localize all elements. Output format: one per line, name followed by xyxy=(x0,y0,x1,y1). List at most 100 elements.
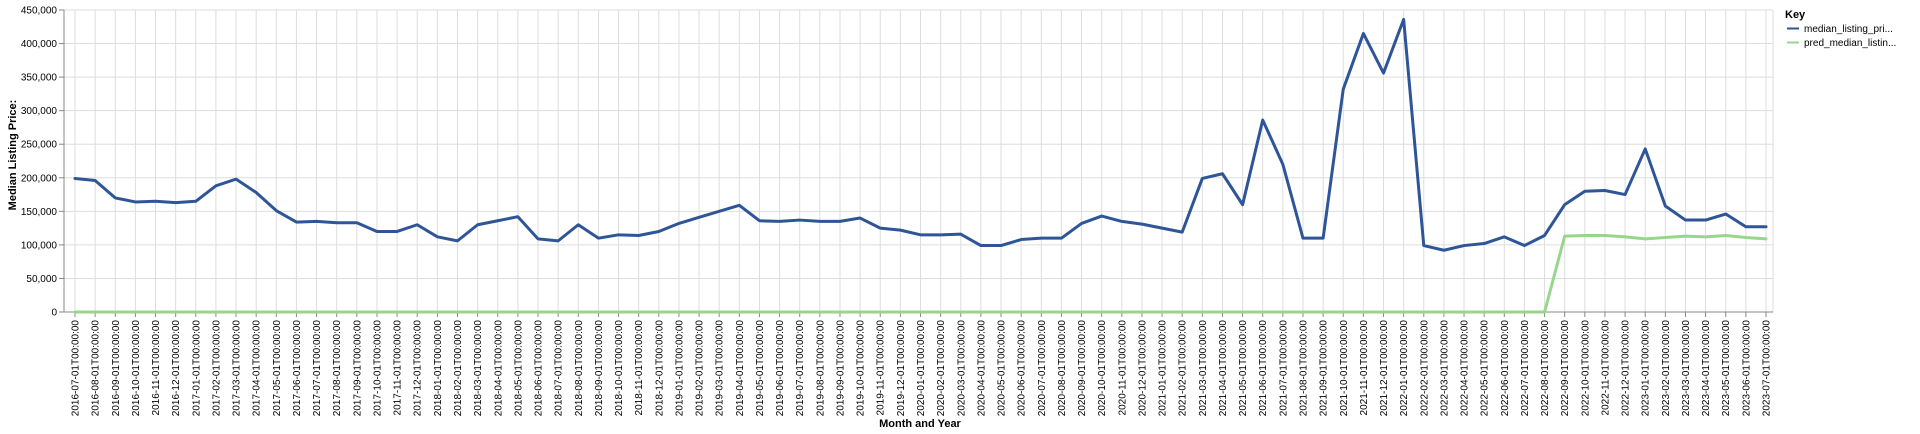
x-axis: 2016-07-01T00:00:00 2016-08-01T00:00:00 20… xyxy=(64,311,1773,417)
x-tick-label: 2018-04-01T00:00:00 xyxy=(493,320,504,417)
x-tick-label: 2018-11-01T00:00:00 xyxy=(634,320,645,416)
x-tick-label: 2016-09-01T00:00:00 xyxy=(111,320,122,417)
x-tick-label: 2020-07-01T00:00:00 xyxy=(1037,320,1048,417)
x-tick-label: 2020-01-01T00:00:00 xyxy=(916,320,927,417)
legend-label: median_listing_pri... xyxy=(1804,24,1893,35)
x-tick-label: 2020-10-01T00:00:00 xyxy=(1097,320,1108,417)
x-tick-label: 2016-12-01T00:00:00 xyxy=(171,320,182,417)
x-tick-label: 2020-12-01T00:00:00 xyxy=(1137,320,1148,417)
x-tick-label: 2022-12-01T00:00:00 xyxy=(1621,320,1632,417)
y-tick-label: 150,000 xyxy=(21,207,58,218)
x-tick-label: 2018-10-01T00:00:00 xyxy=(614,320,625,417)
x-tick-label: 2021-10-01T00:00:00 xyxy=(1339,320,1350,417)
legend-title: Key xyxy=(1785,9,1806,21)
x-tick-label: 2017-02-01T00:00:00 xyxy=(211,320,222,417)
x-tick-label: 2020-09-01T00:00:00 xyxy=(1077,320,1088,417)
x-tick-label: 2017-01-01T00:00:00 xyxy=(191,320,202,417)
x-tick-label: 2023-02-01T00:00:00 xyxy=(1661,320,1672,417)
x-tick-label: 2022-11-01T00:00:00 xyxy=(1600,320,1611,416)
series-line-pred-median-listin xyxy=(73,233,1768,314)
x-tick-label: 2021-01-01T00:00:00 xyxy=(1158,320,1169,417)
y-axis: 0 50,000 100,000 150,000 200,000 250,000 300,0… xyxy=(21,6,65,319)
x-tick-label: 2022-02-01T00:00:00 xyxy=(1419,320,1430,417)
x-tick-label: 2017-04-01T00:00:00 xyxy=(252,320,263,417)
x-tick-label: 2016-07-01T00:00:00 xyxy=(71,320,82,417)
x-tick-label: 2023-06-01T00:00:00 xyxy=(1741,320,1752,417)
x-tick-label: 2018-09-01T00:00:00 xyxy=(594,320,605,417)
x-tick-label: 2021-09-01T00:00:00 xyxy=(1319,320,1330,417)
x-tick-label: 2021-05-01T00:00:00 xyxy=(1238,320,1249,417)
x-tick-label: 2019-06-01T00:00:00 xyxy=(775,320,786,417)
x-tick-label: 2023-01-01T00:00:00 xyxy=(1641,320,1652,417)
x-tick-label: 2018-06-01T00:00:00 xyxy=(534,320,545,417)
x-tick-label: 2019-02-01T00:00:00 xyxy=(695,320,706,417)
x-tick-label: 2019-04-01T00:00:00 xyxy=(735,320,746,417)
x-tick-label: 2019-12-01T00:00:00 xyxy=(896,320,907,417)
x-tick-label: 2018-02-01T00:00:00 xyxy=(453,320,464,417)
x-tick-label: 2019-11-01T00:00:00 xyxy=(876,320,887,416)
legend: Key median_listing_pri... pred_median_lis… xyxy=(1785,9,1896,49)
x-tick-label: 2019-05-01T00:00:00 xyxy=(755,320,766,417)
x-tick-label: 2020-08-01T00:00:00 xyxy=(1057,320,1068,417)
x-tick-label: 2017-07-01T00:00:00 xyxy=(312,320,323,417)
x-tick-label: 2016-08-01T00:00:00 xyxy=(91,320,102,417)
y-tick-label: 200,000 xyxy=(21,173,58,184)
plot-frame xyxy=(63,9,1774,313)
legend-label: pred_median_listin... xyxy=(1804,38,1896,49)
x-tick-label: 2022-05-01T00:00:00 xyxy=(1480,320,1491,417)
x-tick-label: 2017-11-01T00:00:00 xyxy=(393,320,404,416)
x-tick-label: 2021-07-01T00:00:00 xyxy=(1278,320,1289,417)
x-tick-label: 2019-03-01T00:00:00 xyxy=(715,320,726,417)
x-tick-label: 2021-06-01T00:00:00 xyxy=(1258,320,1269,417)
y-tick-label: 100,000 xyxy=(21,240,58,251)
x-tick-label: 2018-07-01T00:00:00 xyxy=(554,320,565,417)
x-tick-label: 2022-07-01T00:00:00 xyxy=(1520,320,1531,417)
y-tick-label: 250,000 xyxy=(21,140,58,151)
x-tick-label: 2020-11-01T00:00:00 xyxy=(1117,320,1128,416)
y-tick-label: 350,000 xyxy=(21,73,58,84)
x-tick-label: 2023-04-01T00:00:00 xyxy=(1701,320,1712,417)
y-tick-label: 50,000 xyxy=(26,274,57,285)
x-tick-label: 2018-03-01T00:00:00 xyxy=(473,320,484,417)
x-tick-label: 2020-03-01T00:00:00 xyxy=(956,320,967,417)
x-tick-label: 2023-03-01T00:00:00 xyxy=(1681,320,1692,417)
x-tick-label: 2017-08-01T00:00:00 xyxy=(332,320,343,417)
y-tick-label: 450,000 xyxy=(21,6,58,17)
x-tick-label: 2019-10-01T00:00:00 xyxy=(856,320,867,417)
x-tick-label: 2020-04-01T00:00:00 xyxy=(976,320,987,417)
x-tick-label: 2023-05-01T00:00:00 xyxy=(1721,320,1732,417)
gridlines xyxy=(63,9,1774,313)
x-tick-label: 2017-09-01T00:00:00 xyxy=(352,320,363,417)
x-tick-label: 2021-12-01T00:00:00 xyxy=(1379,320,1390,417)
x-tick-label: 2022-09-01T00:00:00 xyxy=(1560,320,1571,417)
x-tick-label: 2022-08-01T00:00:00 xyxy=(1540,320,1551,417)
x-tick-label: 2022-06-01T00:00:00 xyxy=(1500,320,1511,417)
x-tick-label: 2020-02-01T00:00:00 xyxy=(936,320,947,417)
x-tick-label: 2023-07-01T00:00:00 xyxy=(1762,320,1773,417)
x-tick-label: 2018-01-01T00:00:00 xyxy=(433,320,444,417)
x-tick-label: 2020-06-01T00:00:00 xyxy=(1017,320,1028,417)
series-lines xyxy=(73,17,1768,314)
x-tick-label: 2021-02-01T00:00:00 xyxy=(1178,320,1189,417)
x-tick-label: 2022-10-01T00:00:00 xyxy=(1580,320,1591,417)
y-tick-label: 400,000 xyxy=(21,39,58,50)
x-tick-label: 2022-01-01T00:00:00 xyxy=(1399,320,1410,417)
x-axis-title: Month and Year xyxy=(879,418,961,430)
x-tick-label: 2020-05-01T00:00:00 xyxy=(997,320,1008,417)
x-tick-label: 2022-03-01T00:00:00 xyxy=(1439,320,1450,417)
x-tick-label: 2017-06-01T00:00:00 xyxy=(292,320,303,417)
x-tick-label: 2021-03-01T00:00:00 xyxy=(1198,320,1209,417)
x-tick-label: 2019-08-01T00:00:00 xyxy=(815,320,826,417)
x-tick-label: 2017-12-01T00:00:00 xyxy=(413,320,424,417)
x-tick-label: 2021-04-01T00:00:00 xyxy=(1218,320,1229,417)
x-tick-label: 2016-11-01T00:00:00 xyxy=(151,320,162,416)
x-tick-label: 2018-05-01T00:00:00 xyxy=(513,320,524,417)
series-line-median-listing-pri xyxy=(73,17,1768,252)
x-tick-label: 2021-11-01T00:00:00 xyxy=(1359,320,1370,416)
y-tick-label: 0 xyxy=(51,308,57,319)
y-axis-title: Median Listing Price: xyxy=(7,100,19,211)
y-tick-label: 300,000 xyxy=(21,106,58,117)
x-tick-label: 2019-01-01T00:00:00 xyxy=(674,320,685,417)
x-tick-label: 2019-09-01T00:00:00 xyxy=(835,320,846,417)
